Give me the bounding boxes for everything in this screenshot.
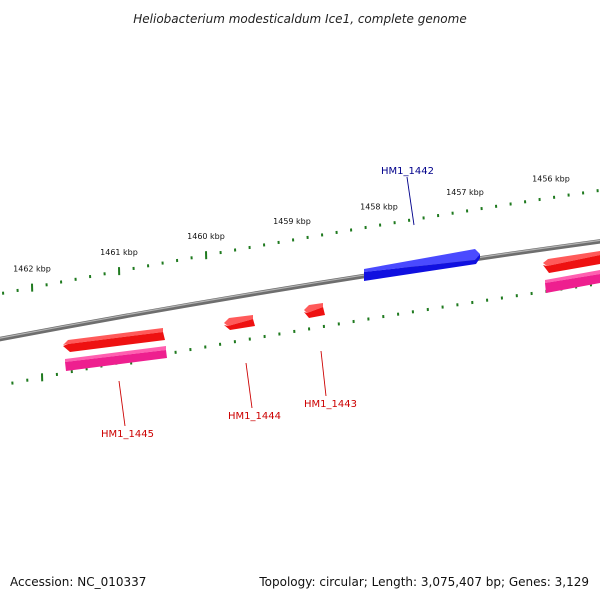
gene-hm1-1443-leader [320,350,327,397]
gene-hm1-1445-cds [63,332,165,352]
gene-edge-right-gene [545,274,600,293]
gene-hm1-1444-cds [224,319,255,330]
gene-hm1-1444-leader [245,362,253,409]
genome-backbone-highlight [0,239,600,339]
gene-hm1-1445[interactable]: HM1_1445 [63,328,167,440]
gene-hm1-1445-label: HM1_1445 [101,429,154,440]
gene-hm1-1443-cds-top [304,303,323,313]
gene-hm1-1444-label: HM1_1444 [228,411,281,422]
outer-tick-label: 1458 kbp [360,202,398,211]
gene-hm1-1445-leader [118,380,126,427]
outer-tick-label: 1462 kbp [13,265,51,274]
gene-hm1-1442[interactable]: HM1_1442 [364,166,480,281]
map-title: Heliobacterium modesticaldum Ice1, compl… [133,12,466,26]
inner-tick-ring [11,283,592,385]
gene-hm1-1443-cds [304,307,325,318]
gene-hm1-1444-cds-top [224,315,253,326]
outer-tick-ring: 1462 kbp 1461 kbp 1460 kbp 1459 kbp 1458 kbp… [2,175,599,295]
gene-hm1-1442-label: HM1_1442 [381,166,434,177]
accession-label: Accession: NC_010337 [10,575,147,589]
gene-hm1-1444[interactable]: HM1_1444 [224,315,281,422]
gene-hm1-1443-label: HM1_1443 [304,399,357,410]
gene-hm1-1445-gene [65,350,167,371]
gene-edge-right-cds [543,255,600,273]
gene-edge-right[interactable] [543,251,600,293]
outer-tick-label: 1457 kbp [446,188,484,197]
genome-stats-label: Topology: circular; Length: 3,075,407 bp… [259,575,589,589]
outer-tick-label: 1459 kbp [273,217,311,226]
gene-hm1-1442-cds-top [364,249,480,272]
gene-hm1-1443[interactable]: HM1_1443 [304,303,357,410]
outer-tick-label: 1461 kbp [100,248,138,257]
genome-backbone [0,239,600,342]
gene-edge-right-cds-top [543,251,600,266]
gene-hm1-1442-leader [406,176,415,226]
outer-tick-label: 1460 kbp [187,232,225,241]
outer-tick-label: 1456 kbp [532,175,570,184]
gene-hm1-1445-gene-top [65,346,166,362]
gene-edge-right-gene-top [545,270,600,283]
gene-hm1-1442-cds [364,254,480,281]
gene-hm1-1445-cds-top [63,328,163,345]
